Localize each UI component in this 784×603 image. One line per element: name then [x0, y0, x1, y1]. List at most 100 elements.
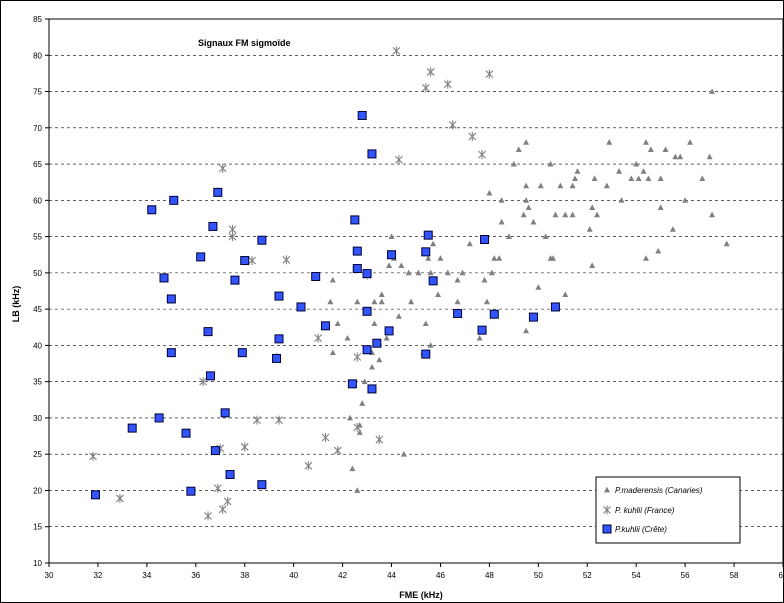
y-tick-label: 25 — [33, 450, 42, 459]
data-point-triangle — [709, 88, 716, 94]
y-tick-label: 65 — [33, 160, 42, 169]
data-point-triangle — [687, 139, 694, 145]
y-tick-label: 55 — [33, 233, 42, 242]
data-point-triangle — [435, 291, 442, 298]
data-point-triangle — [486, 189, 493, 196]
data-point-triangle — [454, 298, 461, 305]
data-point-star — [282, 255, 291, 265]
data-point-triangle — [523, 139, 530, 145]
data-point-star — [223, 496, 232, 506]
data-point-triangle — [586, 226, 593, 232]
data-point-star — [478, 150, 486, 160]
data-point-square — [362, 345, 372, 355]
data-point-square — [225, 470, 235, 480]
data-point-triangle — [398, 262, 405, 269]
data-point-triangle — [427, 269, 434, 276]
data-point-star — [240, 442, 249, 452]
data-point-triangle — [415, 269, 422, 276]
data-point-triangle — [476, 334, 483, 341]
data-point-triangle — [557, 182, 564, 189]
data-point-square — [90, 490, 100, 500]
data-point-square — [257, 235, 267, 245]
data-point-triangle — [523, 182, 530, 189]
data-point-star — [426, 67, 435, 77]
data-point-square — [372, 338, 382, 348]
x-tick-label: 32 — [93, 571, 102, 580]
x-tick-label: 58 — [730, 571, 739, 580]
data-point-square — [272, 353, 282, 363]
data-point-triangle — [354, 298, 361, 305]
data-point-square — [213, 187, 223, 197]
data-point-star — [485, 69, 494, 79]
data-point-triangle — [657, 175, 664, 181]
data-point-square — [205, 371, 215, 381]
data-point-triangle — [537, 182, 544, 189]
data-point-triangle — [574, 168, 581, 174]
data-point-triangle — [483, 298, 490, 305]
data-point-square — [362, 306, 372, 316]
y-tick-label: 60 — [33, 196, 42, 205]
y-tick-label: 80 — [33, 51, 42, 60]
data-point-square — [210, 446, 220, 456]
data-point-triangle — [481, 276, 488, 283]
data-point-triangle — [356, 429, 363, 435]
data-point-square — [352, 264, 362, 274]
data-point-square — [186, 486, 196, 496]
legend: P.maderensis (Canaries) P. kuhlii (France… — [595, 476, 741, 544]
data-point-square — [147, 205, 157, 215]
legend-marker-square — [602, 524, 612, 534]
y-tick-label: 15 — [33, 523, 42, 532]
data-point-triangle — [378, 291, 385, 298]
data-point-triangle — [642, 139, 649, 145]
data-point-triangle — [388, 233, 395, 239]
data-point-square — [428, 276, 438, 286]
data-point-triangle — [594, 211, 601, 218]
chart-title: Signaux FM sigmoïde — [198, 38, 291, 48]
data-point-triangle — [525, 204, 532, 210]
data-point-square — [166, 348, 176, 358]
gridlines — [49, 54, 783, 528]
data-point-triangle — [523, 197, 530, 203]
data-point-square — [274, 334, 284, 344]
y-tick-label: 70 — [33, 124, 42, 133]
data-point-triangle — [635, 175, 642, 181]
data-point-triangle — [344, 334, 351, 341]
data-point-square — [384, 326, 394, 336]
data-point-square — [480, 235, 490, 245]
x-tick-label: 56 — [681, 571, 690, 580]
legend-box — [595, 476, 741, 544]
x-tick-label: 34 — [142, 571, 151, 580]
data-point-square — [367, 384, 377, 394]
data-point-square — [154, 413, 164, 423]
data-point-triangle — [361, 378, 368, 385]
x-axis-ticks: 30 32 34 36 38 40 42 44 46 48 50 52 54 56 58 60 — [45, 563, 783, 580]
data-point-square — [453, 308, 463, 318]
data-point-triangle — [699, 175, 706, 181]
data-point-triangle — [706, 153, 713, 160]
series-3 — [90, 110, 560, 500]
data-point-triangle — [628, 175, 635, 181]
data-point-triangle — [589, 262, 596, 269]
legend-marker-star — [603, 505, 611, 515]
data-point-square — [367, 149, 377, 159]
data-point-triangle — [547, 160, 554, 167]
x-tick-label: 36 — [191, 571, 200, 580]
legend-label: P.kuhlii (Crête) — [615, 525, 667, 534]
data-point-star — [218, 504, 227, 514]
data-point-star — [421, 83, 430, 93]
x-tick-label: 44 — [387, 571, 396, 580]
data-point-triangle — [520, 211, 527, 218]
series-1 — [327, 88, 730, 493]
data-point-star — [448, 120, 457, 130]
data-point-star — [89, 451, 97, 461]
data-point-square — [347, 379, 357, 389]
data-point-triangle — [591, 175, 598, 181]
data-point-square — [220, 408, 230, 418]
data-point-square — [166, 294, 176, 304]
data-point-triangle — [386, 262, 393, 269]
data-point-triangle — [329, 349, 336, 356]
data-point-triangle — [515, 146, 522, 152]
data-point-triangle — [405, 269, 412, 276]
